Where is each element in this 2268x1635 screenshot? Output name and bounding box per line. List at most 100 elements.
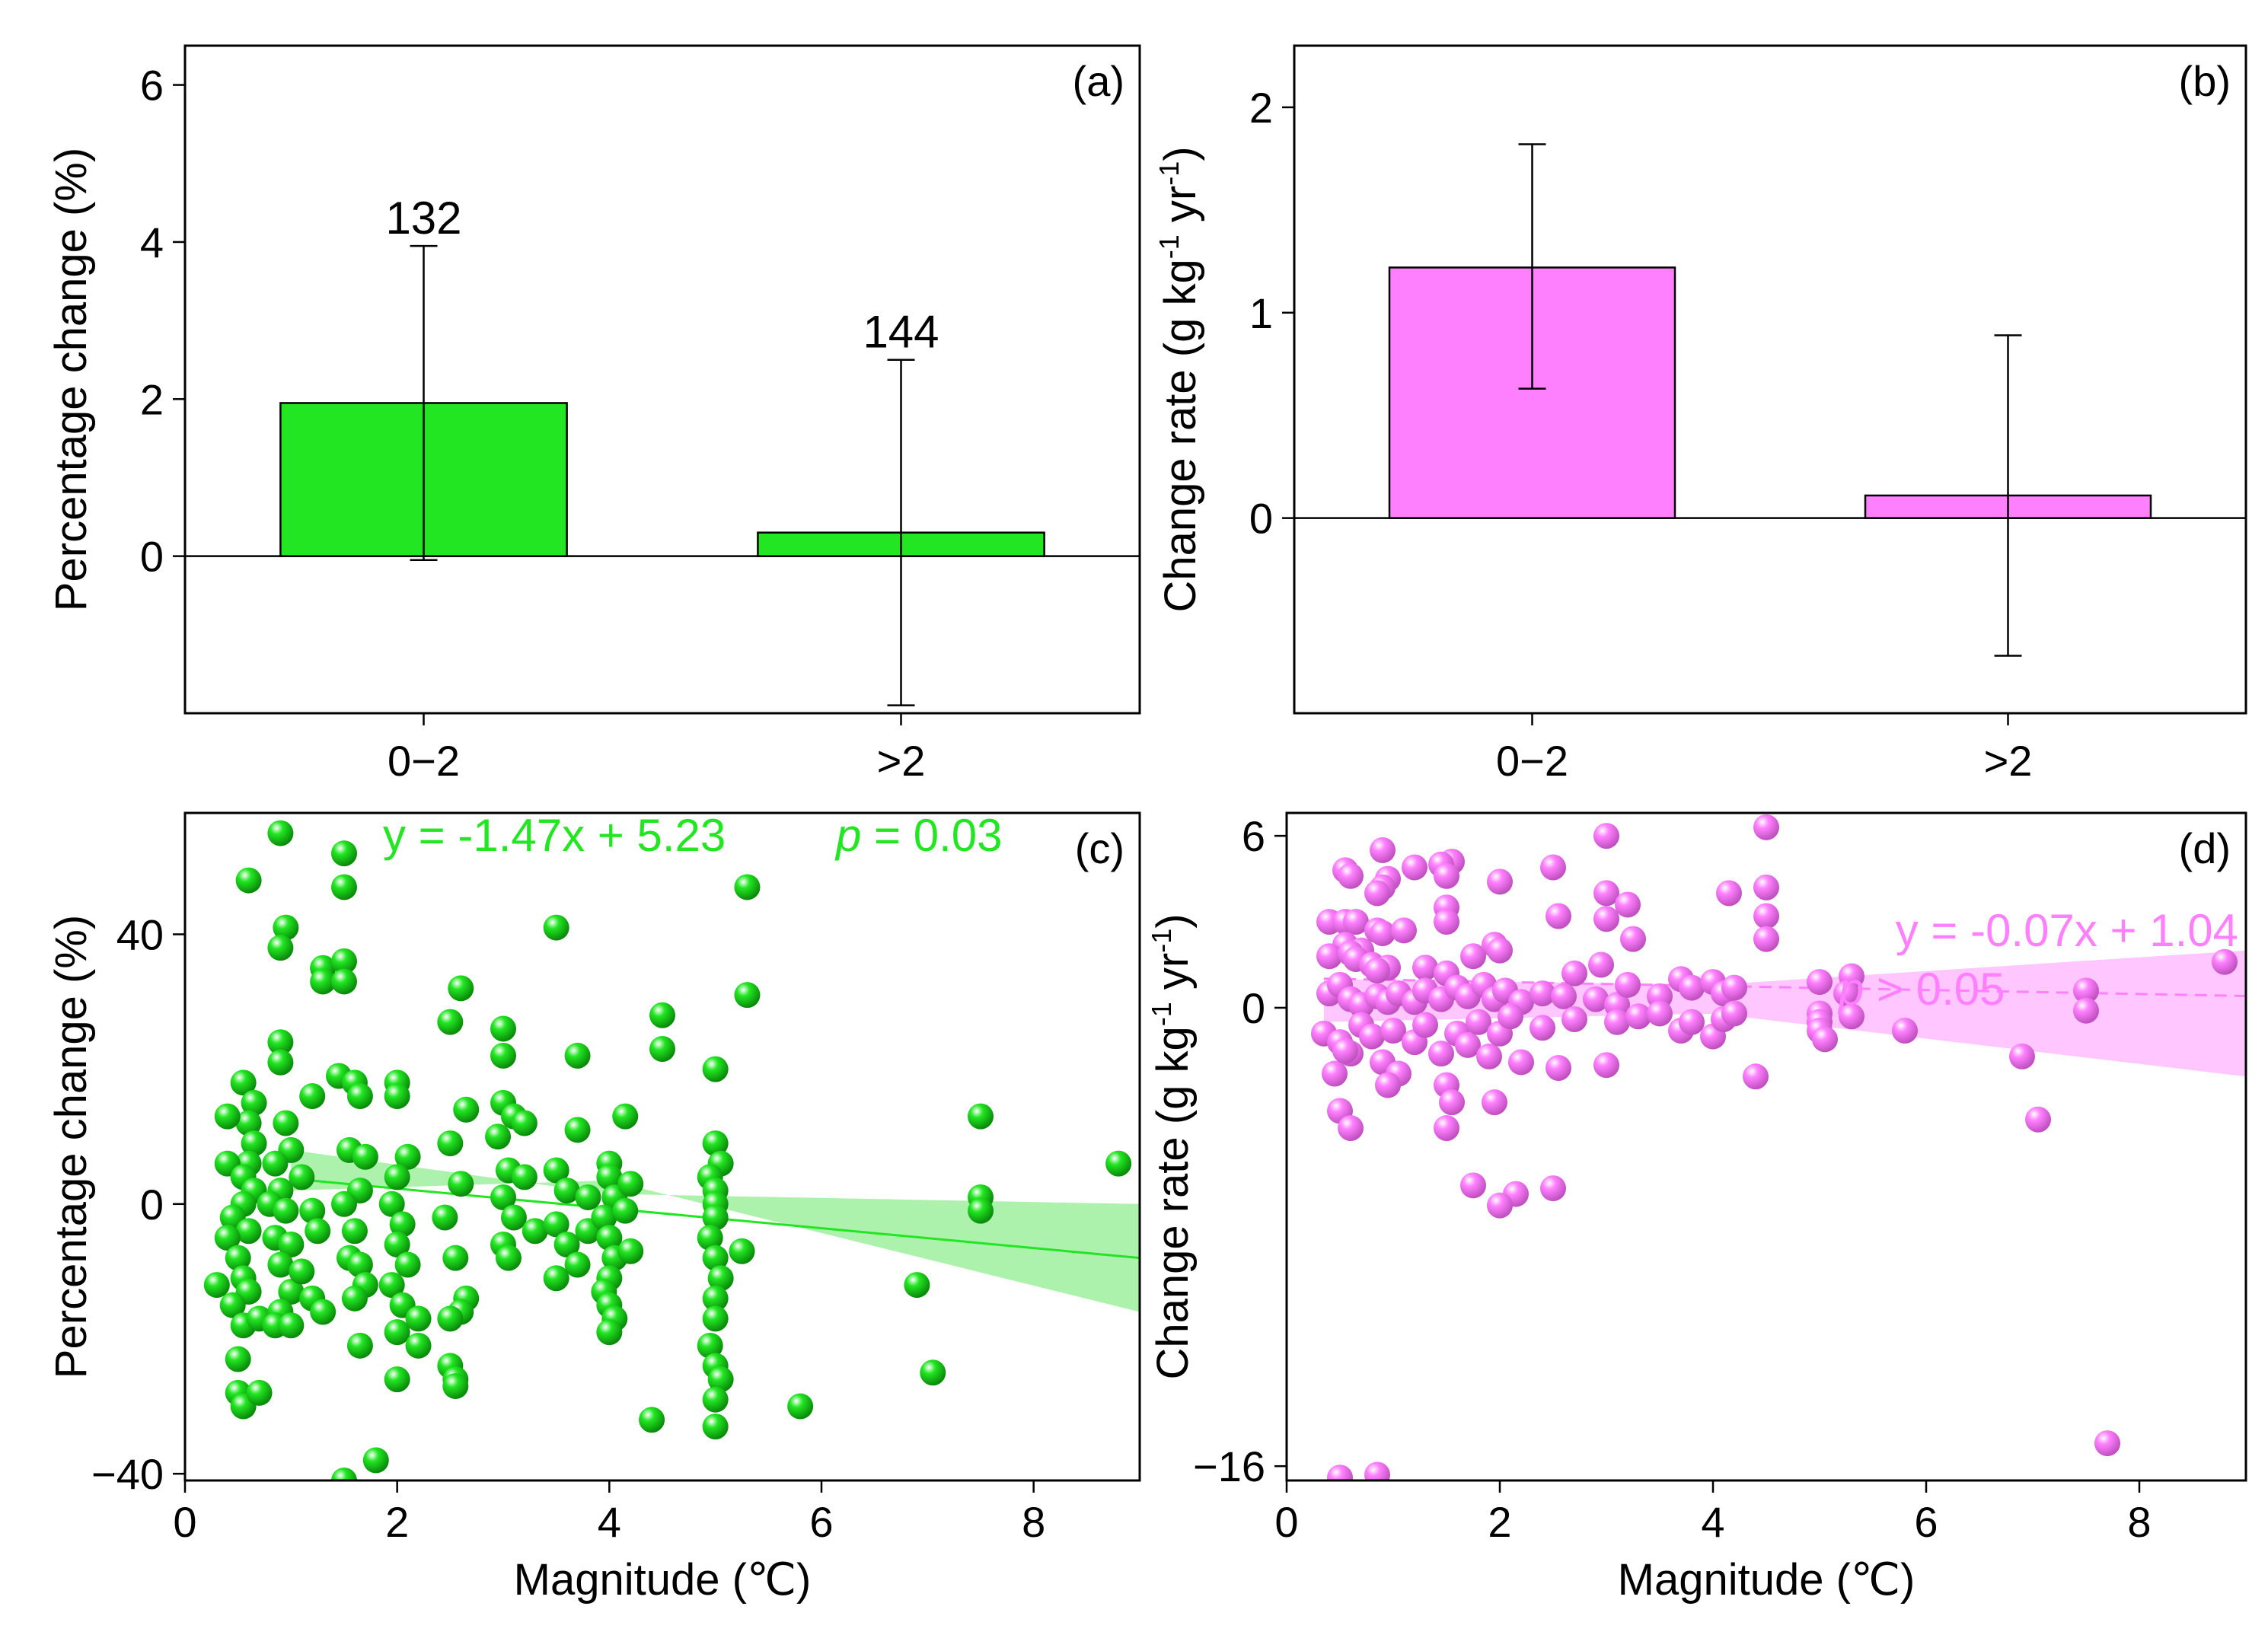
data-point — [1364, 880, 1390, 907]
data-point — [352, 1143, 378, 1170]
data-point — [1753, 814, 1779, 840]
data-point — [384, 1164, 410, 1190]
panel-d: 0 2 4 6 8 Magnitude (℃) y = -0.07x + 1.04 p > 0… — [1146, 811, 2247, 1605]
data-point — [564, 1042, 591, 1069]
confidence-band — [291, 1149, 1140, 1312]
data-point — [230, 1069, 257, 1096]
data-point — [1583, 986, 1609, 1012]
data-point — [341, 1285, 368, 1312]
data-point — [1679, 1009, 1705, 1035]
y-tick-label: 0 — [1242, 984, 1265, 1032]
y-tick-label: 2 — [140, 375, 164, 423]
data-point — [1716, 880, 1742, 907]
data-point — [1551, 983, 1577, 1009]
data-point — [299, 1197, 326, 1224]
y-tick-label: −16 — [1193, 1442, 1265, 1490]
y-tick-label: 0 — [140, 533, 164, 581]
data-point — [649, 1002, 675, 1028]
data-point — [1753, 903, 1779, 929]
y-tick-label: 0 — [1249, 495, 1273, 543]
data-point — [2009, 1043, 2035, 1069]
data-point — [702, 1413, 729, 1440]
data-point — [1327, 1464, 1353, 1480]
data-point — [346, 1083, 373, 1110]
data-point — [702, 1305, 729, 1332]
label-part: yr — [1156, 186, 1205, 234]
data-point — [1604, 1009, 1630, 1035]
data-point — [437, 1305, 464, 1332]
data-point — [1105, 1150, 1132, 1177]
data-point — [617, 1171, 644, 1197]
data-point — [437, 1130, 464, 1157]
y-tick-label: 2 — [1249, 84, 1273, 132]
data-point — [591, 1204, 617, 1231]
data-point — [707, 1366, 734, 1393]
data-point — [267, 1049, 294, 1076]
data-point — [596, 1225, 623, 1251]
data-point — [702, 1285, 729, 1312]
data-point — [697, 1225, 723, 1251]
panel-label: (a) — [1073, 57, 1124, 105]
data-point — [2025, 1106, 2051, 1133]
data-point — [1753, 926, 1779, 952]
label-part: ) — [1148, 913, 1198, 928]
y-tick-label: 4 — [140, 218, 164, 266]
data-point — [787, 1393, 814, 1420]
data-point — [331, 1468, 357, 1480]
p-text: = 0.03 — [861, 810, 1002, 861]
data-point — [262, 1150, 289, 1177]
data-point — [2073, 977, 2099, 1004]
data-point — [2073, 997, 2099, 1024]
bar-count-label: 144 — [863, 307, 939, 358]
data-point — [649, 1036, 675, 1063]
data-point — [1380, 1018, 1406, 1044]
superscript: -1 — [1153, 161, 1185, 186]
y-tick-label: 1 — [1249, 289, 1273, 337]
data-point — [543, 914, 569, 941]
data-point — [1833, 980, 1859, 1007]
data-point — [1466, 1009, 1491, 1035]
data-point — [1343, 909, 1369, 935]
panel-label: (c) — [1075, 824, 1124, 872]
data-point — [235, 1218, 262, 1245]
data-point — [1316, 943, 1342, 970]
data-point — [1545, 903, 1571, 929]
data-point — [1460, 1172, 1486, 1199]
data-point — [273, 1110, 299, 1136]
data-point — [522, 1218, 548, 1245]
data-point — [490, 1015, 516, 1042]
x-tick-label: 4 — [1701, 1498, 1724, 1546]
y-tick-label: 40 — [116, 910, 164, 958]
data-point — [278, 1278, 305, 1305]
data-point — [702, 1130, 729, 1157]
data-point — [378, 1272, 405, 1299]
data-point — [1540, 854, 1566, 881]
data-point — [1434, 909, 1459, 935]
data-point — [331, 948, 357, 974]
x-axis-title: Magnitude (℃) — [1618, 1555, 1916, 1605]
data-point — [442, 1372, 469, 1399]
p-text: > 0.05 — [1864, 964, 2005, 1015]
p-value: p > 0.05 — [1837, 964, 2005, 1015]
data-point — [1322, 1060, 1348, 1087]
data-point — [384, 1083, 410, 1110]
data-point — [346, 1251, 373, 1278]
data-point — [1839, 1003, 1864, 1030]
data-point — [729, 1238, 755, 1264]
data-point — [331, 840, 357, 867]
data-point — [241, 1130, 267, 1157]
confidence-band — [1324, 950, 2246, 1077]
data-point — [389, 1211, 416, 1238]
data-point — [1743, 1063, 1769, 1090]
data-point — [1561, 960, 1587, 986]
data-point — [225, 1346, 251, 1372]
data-point — [702, 1056, 729, 1082]
y-axis-title: Change rate (g kg-1 yr-1) — [1146, 913, 1198, 1379]
data-point — [1892, 1018, 1918, 1044]
data-point — [1615, 971, 1641, 998]
data-point — [437, 1009, 464, 1035]
data-point — [1439, 1089, 1465, 1116]
data-point — [702, 1245, 729, 1271]
data-point — [1391, 917, 1417, 944]
